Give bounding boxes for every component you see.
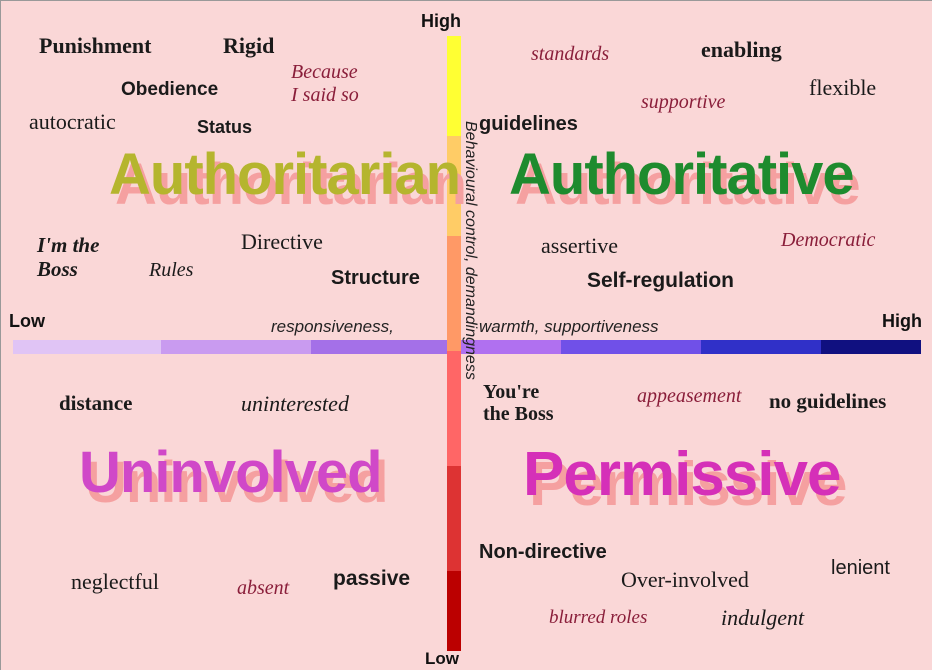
- quadrant-title-q4: Permissive: [523, 439, 840, 510]
- descriptor-word: blurred roles: [549, 607, 647, 629]
- descriptor-word: Democratic: [781, 229, 875, 252]
- descriptor-word: neglectful: [71, 569, 159, 595]
- descriptor-word: Directive: [241, 229, 323, 255]
- y-axis-segment: [447, 36, 461, 136]
- y-axis-low-label: Low: [425, 649, 459, 669]
- x-axis-text-left: responsiveness,: [271, 317, 394, 337]
- descriptor-word: I'm theBoss: [37, 233, 99, 281]
- x-axis-low-label: Low: [9, 311, 45, 332]
- y-axis-high-label: High: [421, 11, 461, 32]
- descriptor-word: supportive: [641, 91, 725, 114]
- descriptor-word: no guidelines: [769, 389, 886, 414]
- x-axis-segment: [13, 340, 161, 354]
- descriptor-word: uninterested: [241, 391, 349, 417]
- y-axis-segment: [447, 466, 461, 571]
- descriptor-word: Obedience: [121, 79, 218, 101]
- descriptor-word: appeasement: [637, 385, 741, 408]
- x-axis-segment: [311, 340, 454, 354]
- descriptor-word: autocratic: [29, 109, 116, 135]
- descriptor-word: absent: [237, 577, 289, 600]
- x-axis-segment: [161, 340, 311, 354]
- x-axis-segment: [821, 340, 921, 354]
- descriptor-word: Punishment: [39, 33, 151, 59]
- descriptor-word: guidelines: [479, 113, 578, 136]
- descriptor-word: standards: [531, 43, 609, 66]
- descriptor-word: Status: [197, 117, 252, 138]
- descriptor-word: Structure: [331, 267, 420, 290]
- x-axis-text-right: warmth, supportiveness: [479, 317, 659, 337]
- descriptor-word: Non-directive: [479, 541, 607, 564]
- descriptor-word: Self-regulation: [587, 269, 734, 293]
- quadrant-title-q1: Authoritarian: [109, 141, 460, 208]
- x-axis-segment: [561, 340, 701, 354]
- y-axis-segment: [447, 351, 461, 466]
- descriptor-word: BecauseI said so: [291, 61, 359, 107]
- descriptor-word: Over-involved: [621, 567, 749, 593]
- y-axis-segment: [447, 236, 461, 351]
- y-axis-segment: [447, 571, 461, 651]
- descriptor-word: assertive: [541, 233, 618, 259]
- x-axis-segment: [701, 340, 821, 354]
- descriptor-word: flexible: [809, 75, 876, 101]
- y-axis: [447, 36, 461, 651]
- descriptor-word: lenient: [831, 557, 890, 580]
- quadrant-title-q3: Uninvolved: [79, 439, 382, 506]
- x-axis-high-label: High: [882, 311, 922, 332]
- descriptor-word: indulgent: [721, 605, 804, 631]
- descriptor-word: Rigid: [223, 33, 274, 59]
- descriptor-word: You'rethe Boss: [483, 381, 554, 425]
- descriptor-word: passive: [333, 567, 410, 591]
- descriptor-word: enabling: [701, 37, 782, 63]
- descriptor-word: Rules: [149, 259, 193, 282]
- descriptor-word: distance: [59, 391, 133, 416]
- parenting-styles-diagram: High Low Low High responsiveness, warmth…: [0, 0, 932, 670]
- quadrant-title-q2: Authoritative: [509, 141, 854, 208]
